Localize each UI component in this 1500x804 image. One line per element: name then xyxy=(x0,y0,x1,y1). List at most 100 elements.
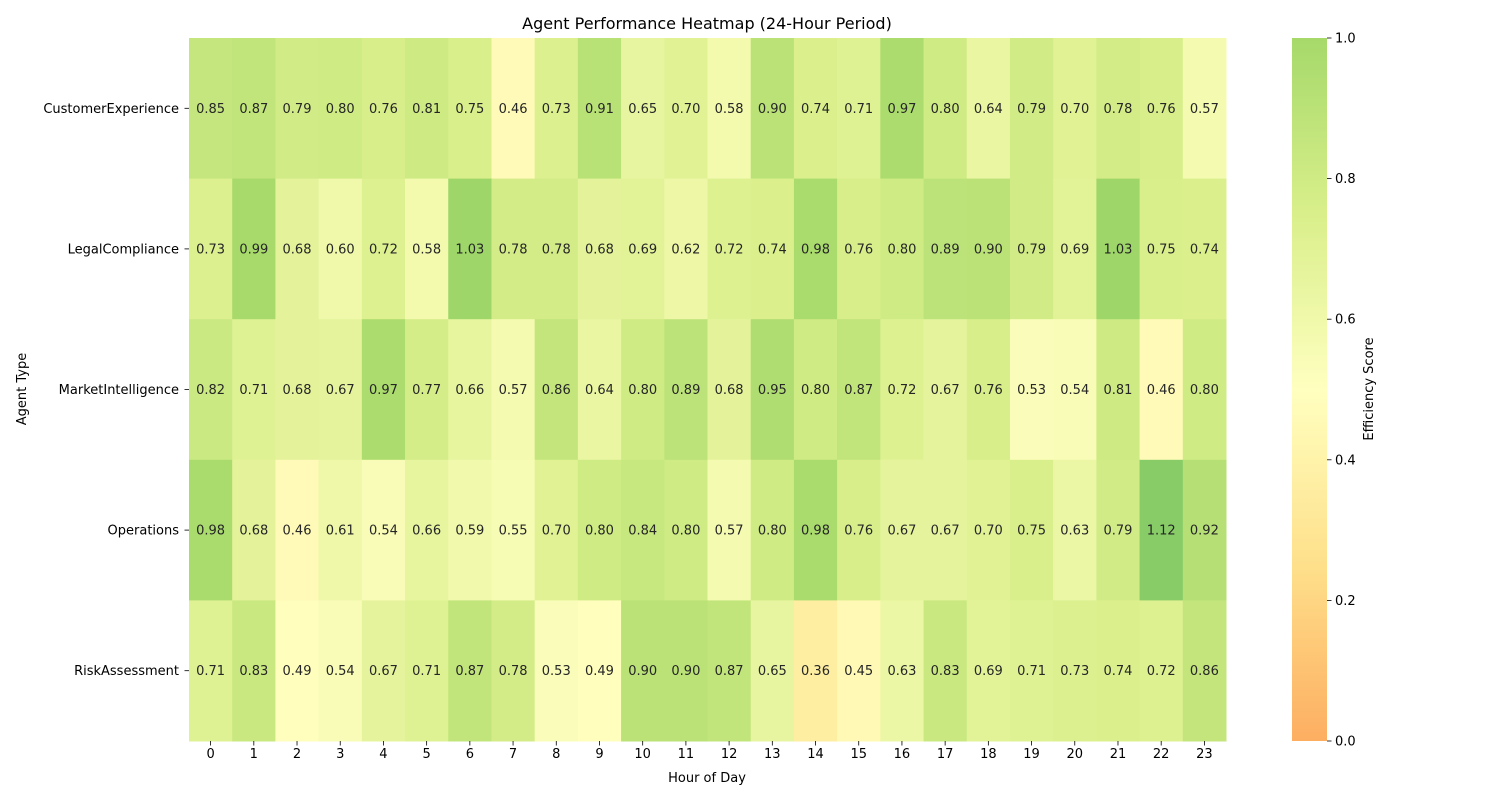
cell-value-label: 0.67 xyxy=(326,383,355,398)
heatmap-cell xyxy=(880,38,925,180)
cell-value-label: 0.89 xyxy=(671,383,700,398)
heatmap-cell xyxy=(750,38,795,180)
heatmap-cell xyxy=(880,459,925,601)
heatmap-cell xyxy=(750,319,795,461)
heatmap-cell xyxy=(189,600,233,742)
cell-value-label: 0.60 xyxy=(326,242,355,257)
cell-value-label: 0.74 xyxy=(801,102,830,117)
cell-value-label: 0.77 xyxy=(412,383,441,398)
cell-value-label: 0.83 xyxy=(239,664,268,679)
heatmap-cell xyxy=(1096,459,1141,601)
heatmap-cell xyxy=(923,459,968,601)
heatmap-cell xyxy=(923,38,968,180)
x-tick-label: 4 xyxy=(379,747,387,762)
heatmap-cell xyxy=(232,38,276,180)
heatmap-cell xyxy=(318,600,363,742)
y-axis-label: Agent Type xyxy=(15,353,30,425)
heatmap-cell xyxy=(1053,38,1097,180)
heatmap-cell xyxy=(621,600,665,742)
x-axis-label: Hour of Day xyxy=(668,771,746,786)
cell-value-label: 0.91 xyxy=(585,102,614,117)
cell-value-label: 0.90 xyxy=(628,664,657,679)
cell-value-label: 0.67 xyxy=(887,524,916,539)
heatmap-cell xyxy=(1096,178,1141,320)
cell-value-label: 0.72 xyxy=(1147,664,1176,679)
cell-value-label: 0.76 xyxy=(844,524,873,539)
heatmap-cell xyxy=(189,178,233,320)
cell-value-label: 0.76 xyxy=(844,242,873,257)
colorbar-tick-label: 1.0 xyxy=(1335,32,1356,47)
x-tick-label: 22 xyxy=(1153,747,1170,762)
heatmap-cell xyxy=(361,319,406,461)
cell-value-label: 0.98 xyxy=(196,524,225,539)
heatmap-cell xyxy=(448,178,492,320)
heatmap-cell xyxy=(534,38,579,180)
heatmap-cell xyxy=(275,319,320,461)
heatmap-cell xyxy=(534,459,579,601)
heatmap-cell xyxy=(837,38,881,180)
colorbar-tick-label: 0.0 xyxy=(1335,735,1356,750)
cell-value-label: 0.89 xyxy=(931,242,960,257)
x-tick-label: 11 xyxy=(678,747,695,762)
colorbar-label: Efficiency Score xyxy=(1362,337,1377,440)
cell-value-label: 0.68 xyxy=(283,383,312,398)
cell-value-label: 0.98 xyxy=(801,524,830,539)
x-tick-label: 21 xyxy=(1110,747,1127,762)
cell-value-label: 0.46 xyxy=(283,524,312,539)
heatmap-cell xyxy=(880,600,925,742)
cell-value-label: 0.70 xyxy=(542,524,571,539)
cell-value-label: 0.53 xyxy=(542,664,571,679)
heatmap-cell xyxy=(621,38,665,180)
heatmap-cell xyxy=(837,178,881,320)
cell-value-label: 0.45 xyxy=(844,664,873,679)
heatmap-cell xyxy=(405,319,449,461)
cell-value-label: 0.87 xyxy=(715,664,744,679)
heatmap-cell xyxy=(1139,178,1184,320)
cell-value-label: 0.72 xyxy=(715,242,744,257)
heatmap-cell xyxy=(966,178,1011,320)
cell-value-label: 0.71 xyxy=(239,383,268,398)
heatmap-cell xyxy=(405,600,449,742)
heatmap-cell xyxy=(1139,38,1184,180)
heatmap-cell xyxy=(577,600,622,742)
heatmap-cell xyxy=(707,459,752,601)
x-tick-label: 8 xyxy=(552,747,560,762)
cell-value-label: 0.67 xyxy=(369,664,398,679)
heatmap-cell xyxy=(448,38,492,180)
heatmap-cell xyxy=(621,178,665,320)
cell-value-label: 0.69 xyxy=(974,664,1003,679)
colorbar xyxy=(1292,38,1327,741)
x-tick-label: 1 xyxy=(250,747,258,762)
x-tick-label: 15 xyxy=(850,747,867,762)
cell-value-label: 0.85 xyxy=(196,102,225,117)
cell-value-label: 0.65 xyxy=(758,664,787,679)
heatmap-cell xyxy=(664,600,708,742)
heatmap-cell xyxy=(405,38,449,180)
heatmap-cell xyxy=(232,459,276,601)
cell-value-label: 0.36 xyxy=(801,664,830,679)
heatmap-cell xyxy=(1009,600,1054,742)
x-tick-label: 2 xyxy=(293,747,301,762)
cell-value-label: 0.73 xyxy=(542,102,571,117)
cell-value-label: 0.46 xyxy=(1147,383,1176,398)
heatmap-cell xyxy=(275,178,320,320)
cell-value-label: 0.97 xyxy=(369,383,398,398)
cell-value-label: 0.49 xyxy=(585,664,614,679)
heatmap-cell xyxy=(880,319,925,461)
cell-value-label: 0.80 xyxy=(931,102,960,117)
heatmap-cell xyxy=(750,178,795,320)
cell-value-label: 0.80 xyxy=(887,242,916,257)
cell-value-label: 0.72 xyxy=(887,383,916,398)
cell-value-label: 0.80 xyxy=(801,383,830,398)
heatmap-cell xyxy=(923,178,968,320)
cell-value-label: 0.54 xyxy=(369,524,398,539)
cell-value-label: 0.76 xyxy=(369,102,398,117)
x-tick-label: 23 xyxy=(1196,747,1213,762)
heatmap-cell xyxy=(1139,319,1184,461)
cell-value-label: 0.65 xyxy=(628,102,657,117)
heatmap-cell xyxy=(837,319,881,461)
heatmap-cell xyxy=(361,600,406,742)
cell-value-label: 0.84 xyxy=(628,524,657,539)
heatmap-cell xyxy=(707,319,752,461)
y-tick-label: Operations xyxy=(108,524,180,539)
